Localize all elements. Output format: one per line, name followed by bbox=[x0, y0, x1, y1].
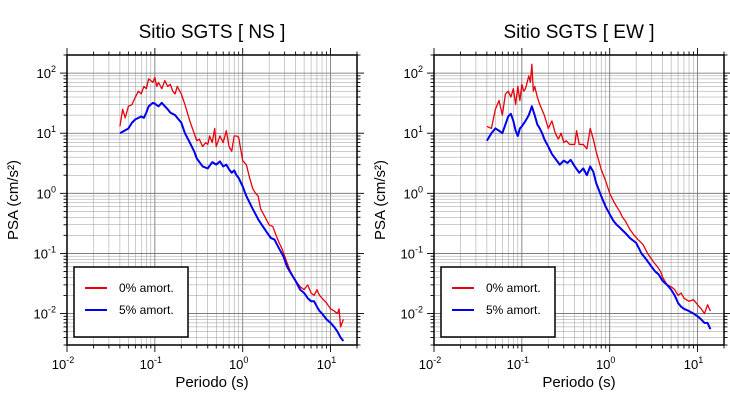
tick-exponent: -1 bbox=[154, 355, 162, 365]
y-tick-label: 10-2 bbox=[401, 305, 423, 322]
x-tick-label: 10-1 bbox=[140, 355, 162, 372]
tick-base: 10 bbox=[684, 357, 698, 372]
tick-exponent: 2 bbox=[51, 64, 56, 74]
chart-ew: Sitio SGTS [ EW ] 10-2 10-1 100 101 10-210-… bbox=[372, 22, 730, 391]
tick-base: 10 bbox=[401, 246, 415, 261]
x-tick-label: 100 bbox=[229, 355, 248, 372]
tick-base: 10 bbox=[37, 66, 51, 81]
tick-exponent: -2 bbox=[415, 305, 423, 315]
y-axis-label: PSA (cm/s²) bbox=[372, 160, 389, 240]
grid bbox=[433, 54, 725, 346]
y-tick-label: 100 bbox=[37, 184, 56, 201]
tick-base: 10 bbox=[52, 357, 66, 372]
y-tick-label: 102 bbox=[37, 64, 56, 81]
tick-base: 10 bbox=[34, 307, 48, 322]
legend-box bbox=[73, 266, 189, 338]
x-tick-label: 10-2 bbox=[52, 355, 74, 372]
legend: 0% amort. 5% amort. bbox=[73, 266, 189, 338]
tick-base: 10 bbox=[229, 357, 243, 372]
series-line-1 bbox=[486, 105, 712, 330]
tick-base: 10 bbox=[317, 357, 331, 372]
tick-exponent: -2 bbox=[48, 305, 56, 315]
tick-base: 10 bbox=[419, 357, 433, 372]
x-tick-label: 101 bbox=[684, 355, 703, 372]
legend: 0% amort. 5% amort. bbox=[440, 266, 556, 338]
x-tick-label: 100 bbox=[596, 355, 615, 372]
tick-exponent: 0 bbox=[243, 355, 248, 365]
chart-title: Sitio SGTS [ EW ] bbox=[504, 22, 655, 43]
tick-exponent: -1 bbox=[48, 244, 56, 254]
tick-exponent: -1 bbox=[521, 355, 529, 365]
tick-exponent: 1 bbox=[331, 355, 336, 365]
series-group bbox=[119, 76, 345, 342]
plot-frame bbox=[66, 54, 358, 346]
tick-base: 10 bbox=[404, 66, 418, 81]
tick-exponent: 1 bbox=[51, 124, 56, 134]
x-tick-label: 10-2 bbox=[419, 355, 441, 372]
tick-exponent: 0 bbox=[418, 184, 423, 194]
axis-ticks bbox=[60, 48, 364, 352]
tick-base: 10 bbox=[404, 126, 418, 141]
tick-base: 10 bbox=[37, 186, 51, 201]
y-tick-label: 10-1 bbox=[34, 244, 56, 261]
series-line-1 bbox=[119, 101, 345, 342]
tick-exponent: 2 bbox=[418, 64, 423, 74]
tick-exponent: -2 bbox=[66, 355, 74, 365]
tick-base: 10 bbox=[140, 357, 154, 372]
y-axis-label: PSA (cm/s²) bbox=[5, 160, 22, 240]
tick-base: 10 bbox=[401, 307, 415, 322]
series-line-0 bbox=[119, 76, 344, 328]
chart-title: Sitio SGTS [ NS ] bbox=[139, 22, 286, 43]
x-tick-label: 10-1 bbox=[507, 355, 529, 372]
tick-base: 10 bbox=[404, 186, 418, 201]
legend-label-0: 0% amort. bbox=[486, 281, 541, 295]
y-tick-label: 100 bbox=[404, 184, 423, 201]
y-tick-label: 10-1 bbox=[401, 244, 423, 261]
x-tick-labels: 10-2 10-1 100 101 bbox=[52, 355, 337, 372]
x-axis-label: Periodo (s) bbox=[542, 374, 615, 391]
series-group bbox=[486, 63, 712, 330]
legend-box bbox=[440, 266, 556, 338]
tick-base: 10 bbox=[37, 126, 51, 141]
tick-exponent: 1 bbox=[698, 355, 703, 365]
legend-label-0: 0% amort. bbox=[119, 281, 174, 295]
plot-frame bbox=[433, 54, 725, 346]
tick-base: 10 bbox=[507, 357, 521, 372]
tick-exponent: -1 bbox=[415, 244, 423, 254]
x-tick-labels: 10-2 10-1 100 101 bbox=[419, 355, 704, 372]
y-tick-label: 102 bbox=[404, 64, 423, 81]
tick-exponent: 0 bbox=[610, 355, 615, 365]
tick-base: 10 bbox=[596, 357, 610, 372]
tick-exponent: -2 bbox=[433, 355, 441, 365]
y-tick-label: 10-2 bbox=[34, 305, 56, 322]
x-axis-label: Periodo (s) bbox=[175, 374, 248, 391]
tick-exponent: 0 bbox=[51, 184, 56, 194]
legend-label-1: 5% amort. bbox=[119, 303, 174, 317]
x-tick-label: 101 bbox=[317, 355, 336, 372]
tick-base: 10 bbox=[34, 246, 48, 261]
y-tick-label: 101 bbox=[37, 124, 56, 141]
y-tick-label: 101 bbox=[404, 124, 423, 141]
tick-exponent: 1 bbox=[418, 124, 423, 134]
legend-label-1: 5% amort. bbox=[486, 303, 541, 317]
chart-ns: Sitio SGTS [ NS ] 10-2 10-1 100 101 10-210-… bbox=[5, 22, 364, 391]
